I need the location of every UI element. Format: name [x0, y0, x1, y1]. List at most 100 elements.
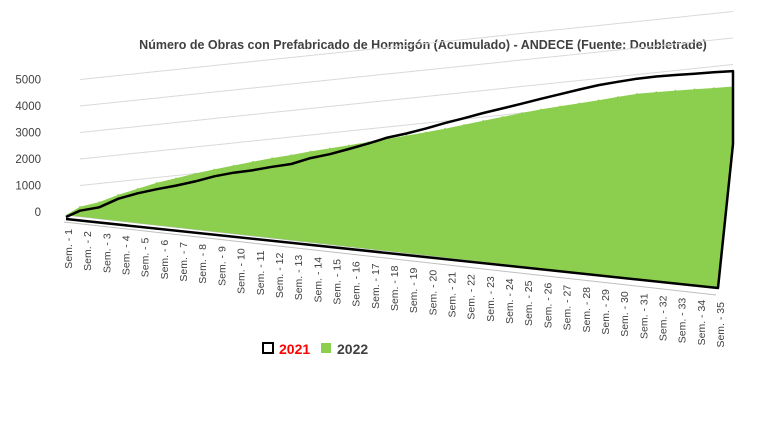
point-2021	[655, 75, 658, 78]
x-tick-label: Sem. - 7	[178, 242, 190, 282]
point-2022	[348, 144, 350, 147]
point-2022	[540, 108, 542, 111]
point-2021	[271, 165, 274, 168]
x-tick-label: Sem. - 13	[293, 255, 305, 301]
y-tick-label: 3000	[15, 128, 41, 140]
point-2021	[732, 70, 734, 73]
x-tick-label: Sem. - 31	[638, 293, 650, 339]
point-2021	[501, 107, 504, 110]
point-2021	[674, 74, 677, 76]
x-tick-label: Sem. - 21	[447, 272, 459, 318]
x-tick-label: Sem. - 24	[504, 278, 516, 324]
point-2022	[117, 194, 120, 196]
x-tick-label: Sem. - 3	[101, 233, 113, 273]
point-2022	[636, 93, 638, 95]
point-2021	[213, 175, 216, 178]
point-2022	[501, 116, 504, 118]
point-2021	[520, 102, 523, 105]
x-tick-label: Sem. - 5	[140, 237, 152, 277]
point-2022	[520, 112, 523, 114]
point-2021	[443, 122, 446, 125]
point-2022	[674, 89, 677, 92]
point-2022	[213, 168, 216, 171]
point-2022	[559, 105, 561, 108]
area-2022	[66, 86, 733, 288]
gridline-3000	[79, 64, 734, 133]
point-2022	[136, 188, 139, 190]
point-2022	[252, 160, 254, 163]
x-tick-label: Sem. - 22	[466, 274, 478, 320]
point-2021	[194, 180, 197, 183]
point-2021	[559, 93, 562, 96]
floor-lower-edge	[63, 221, 717, 296]
legend-item-2022: 2022	[321, 341, 368, 357]
chart-title: Número de Obras con Prefabricado de Horm…	[139, 38, 707, 52]
point-2022	[617, 96, 619, 98]
point-2022	[194, 172, 196, 175]
x-tick-label: Sem. - 17	[370, 263, 382, 309]
x-tick-label: Sem. - 35	[715, 302, 727, 348]
point-2021	[482, 112, 485, 114]
point-2022	[271, 157, 273, 159]
x-axis-ticks: Sem. - 1 Sem. - 2 Sem. - 3 Sem. - 4 Sem. - 5…	[63, 229, 727, 348]
point-2021	[251, 169, 254, 172]
point-2021	[136, 192, 139, 195]
point-2022	[482, 119, 485, 122]
legend-label-2021: 2021	[279, 341, 310, 357]
y-axis-ticks: 0 1000 2000 3000 4000 5000	[15, 75, 41, 220]
point-2022	[693, 88, 696, 90]
series-2021	[65, 69, 735, 290]
point-2021	[597, 84, 600, 87]
point-2021	[232, 171, 235, 174]
point-2022	[232, 164, 235, 167]
x-tick-label: Sem. - 34	[696, 300, 708, 346]
point-2022	[98, 201, 100, 203]
x-tick-label: Sem. - 12	[274, 252, 286, 298]
x-tick-label: Sem. - 8	[197, 244, 209, 284]
point-2021	[79, 209, 81, 212]
point-2022	[597, 99, 600, 101]
point-2022	[655, 91, 657, 93]
point-2022	[290, 154, 293, 156]
point-2022	[424, 131, 427, 134]
x-tick-label: Sem. - 2	[82, 231, 94, 271]
point-2021	[386, 136, 389, 139]
x-tick-label: Sem. - 10	[236, 248, 248, 294]
point-2021	[693, 72, 696, 75]
x-tick-label: Sem. - 18	[389, 265, 401, 311]
y-tick-label: 1000	[15, 181, 41, 193]
point-2021	[539, 97, 542, 100]
point-2022	[309, 150, 312, 153]
point-2021	[712, 71, 715, 74]
x-tick-label: Sem. - 23	[485, 276, 497, 322]
x-tick-label: Sem. - 32	[657, 295, 669, 341]
point-2021	[578, 88, 581, 91]
x-tick-label: Sem. - 29	[600, 289, 612, 335]
legend-item-2021: 2021	[262, 341, 310, 357]
y-tick-label: 0	[35, 207, 41, 219]
point-2021	[155, 188, 158, 191]
point-2021	[424, 127, 427, 130]
y-tick-label: 5000	[15, 75, 41, 87]
point-2021	[98, 206, 101, 209]
x-tick-label: Sem. - 19	[408, 268, 420, 314]
legend-swatch-2021	[262, 342, 274, 354]
x-tick-label: Sem. - 9	[216, 246, 228, 286]
point-2021	[309, 157, 312, 160]
legend-swatch-2022	[321, 343, 331, 353]
point-2021	[290, 163, 293, 165]
x-tick-label: Sem. - 33	[677, 298, 689, 344]
point-2021	[117, 197, 120, 200]
x-tick-label: Sem. - 16	[351, 261, 363, 307]
x-tick-label: Sem. - 15	[331, 259, 343, 305]
point-2021	[175, 184, 177, 187]
x-tick-label: Sem. - 11	[255, 250, 267, 295]
legend-label-2022: 2022	[337, 341, 368, 357]
x-tick-label: Sem. - 25	[523, 280, 535, 326]
x-tick-label: Sem. - 4	[121, 235, 133, 275]
point-2022	[444, 127, 446, 130]
point-2021	[636, 77, 638, 80]
point-2022	[578, 102, 581, 105]
x-tick-label: Sem. - 14	[312, 257, 324, 303]
